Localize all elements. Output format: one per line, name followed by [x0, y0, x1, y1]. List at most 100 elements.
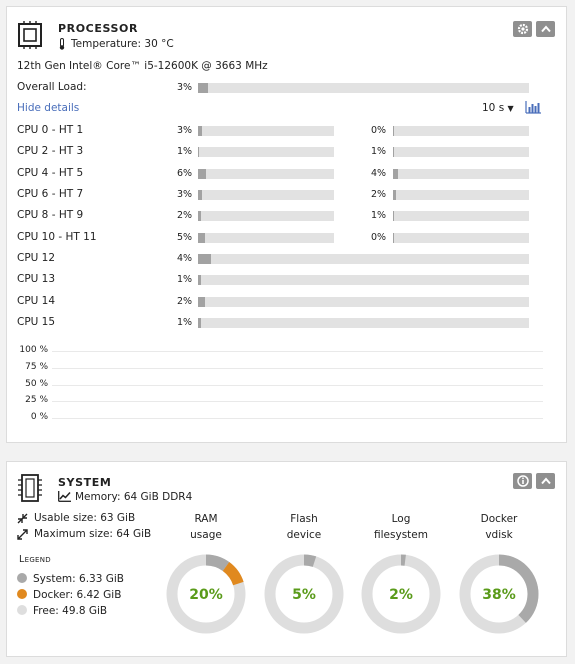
cpu-bar: [198, 168, 334, 179]
gauge-title-line2: filesystem: [374, 529, 428, 541]
cpu-bar-fill: [198, 254, 212, 264]
temperature-text: Temperature: 30 °C: [71, 38, 174, 50]
chart-gridline: [52, 384, 543, 386]
gauge-segment: [459, 554, 539, 634]
cpu-bar-fill: [198, 232, 205, 243]
processor-panel: PROCESSOR Temperature: 30 °C 12th Gen In…: [6, 6, 567, 443]
chart-tick-label: 25 %: [25, 395, 48, 406]
ht-bar-fill: [393, 189, 396, 200]
gauge-segment: [361, 554, 441, 634]
legend-label: Docker: 6.42 GiB: [33, 589, 122, 601]
ht-bar-fill: [393, 232, 394, 243]
gauge-title: Log filesystem: [356, 511, 446, 543]
chevron-up-icon: [540, 477, 551, 485]
cpu-row-label: CPU 14: [17, 294, 56, 307]
panel-title: PROCESSOR: [58, 22, 139, 35]
cpu-row-label: CPU 10 - HT 11: [17, 230, 97, 243]
gauge-title-line2: usage: [190, 529, 222, 541]
cpu-pct: 2%: [177, 295, 193, 307]
cpu-row-label: CPU 8 - HT 9: [17, 209, 84, 222]
interval-value: 10 s: [482, 102, 505, 114]
overall-load-label: Overall Load:: [17, 81, 87, 93]
ht-bar: [393, 147, 529, 158]
cpu-row-label: CPU 4 - HT 5: [17, 166, 84, 179]
ht-pct: 0%: [371, 125, 387, 136]
ht-bar-fill: [393, 168, 399, 179]
cpu-row-label: CPU 6 - HT 7: [17, 187, 84, 200]
collapse-button[interactable]: [536, 21, 555, 37]
cpu-pct: 5%: [177, 231, 193, 243]
cpu-model: 12th Gen Intel® Core™ i5-12600K @ 3663 M…: [17, 60, 268, 72]
cpu-row-label: CPU 13: [17, 273, 56, 286]
cpu-pct: 1%: [177, 146, 193, 158]
compress-icon: [17, 513, 28, 524]
cpu-pct: 1%: [177, 316, 193, 328]
usage-gauge: 5%: [264, 554, 344, 634]
ht-bar: [393, 168, 529, 179]
chart-tick-label: 50 %: [25, 378, 48, 389]
cpu-pct: 6%: [177, 167, 193, 179]
collapse-button[interactable]: [536, 473, 555, 489]
chart-gridline: [52, 367, 543, 369]
cpu-bar-fill: [198, 317, 202, 328]
interval-select[interactable]: 10 s ▼: [482, 102, 514, 114]
gauge-title: Flash device: [259, 511, 349, 543]
caret-down-icon: ▼: [507, 104, 514, 113]
legend-item: Free: 49.8 GiB: [17, 605, 107, 617]
cpu-bar-fill: [198, 189, 203, 200]
line-chart-icon: [58, 491, 71, 502]
overall-load-bar: [198, 83, 529, 93]
ht-bar-fill: [393, 147, 395, 158]
ht-bar: [393, 232, 529, 243]
maximum-size: Maximum size: 64 GiB: [34, 528, 152, 540]
ht-bar-fill: [393, 211, 395, 222]
cpu-bar: [198, 147, 334, 158]
chart-icon[interactable]: [525, 101, 541, 114]
ht-bar: [393, 211, 529, 222]
chart-tick-label: 0 %: [30, 412, 48, 423]
gauge-value: 38%: [482, 587, 516, 603]
cpu-bar: [198, 275, 529, 286]
thermometer-icon: [59, 38, 65, 50]
usage-gauge: 2%: [361, 554, 441, 634]
legend-swatch: [17, 573, 27, 583]
cpu-pct: 4%: [177, 253, 193, 264]
ht-pct: 1%: [371, 146, 387, 158]
cpu-row-label: CPU 0 - HT 1: [17, 124, 84, 136]
cpu-row-label: CPU 12: [17, 252, 56, 264]
info-icon: [516, 475, 529, 487]
cpu-bar: [198, 296, 529, 307]
chart-gridline: [52, 401, 543, 403]
cpu-bar-fill: [198, 168, 207, 179]
legend-label: Free: 49.8 GiB: [33, 605, 108, 617]
cpu-bar: [198, 232, 334, 243]
cpu-bar: [198, 254, 529, 264]
usable-size: Usable size: 63 GiB: [34, 512, 136, 524]
gauge-title-line1: Docker: [480, 513, 518, 525]
cpu-bar: [198, 211, 334, 222]
settings-button[interactable]: [513, 21, 532, 37]
gauge-title-line2: device: [286, 529, 322, 541]
legend-item: Docker: 6.42 GiB: [17, 589, 121, 601]
memory-text: Memory: 64 GiB DDR4: [75, 491, 193, 503]
legend-swatch: [17, 605, 27, 615]
usage-gauge: 38%: [459, 554, 539, 634]
gear-icon: [517, 23, 528, 35]
gauge-title-line1: RAM: [194, 513, 218, 525]
ht-pct: 0%: [371, 231, 387, 243]
info-button[interactable]: [513, 473, 532, 489]
panel-title: SYSTEM: [58, 476, 112, 489]
expand-icon: [17, 529, 28, 540]
cpu-pct: 1%: [177, 274, 193, 286]
gauge-title-line1: Flash: [290, 513, 318, 525]
hide-details-link[interactable]: Hide details: [17, 102, 80, 114]
cpu-pct: 3%: [177, 188, 193, 200]
legend-label: System: 6.33 GiB: [33, 573, 125, 585]
system-panel: SYSTEM Memory: 64 GiB DDR4 Usable size: …: [6, 461, 567, 657]
cpu-bar-fill: [198, 147, 200, 158]
gauge-value: 5%: [292, 587, 316, 603]
chart-tick-label: 100 %: [19, 345, 48, 355]
chart-gridline: [52, 418, 543, 420]
overall-load-fill: [198, 83, 208, 93]
cpu-bar-fill: [198, 126, 203, 136]
